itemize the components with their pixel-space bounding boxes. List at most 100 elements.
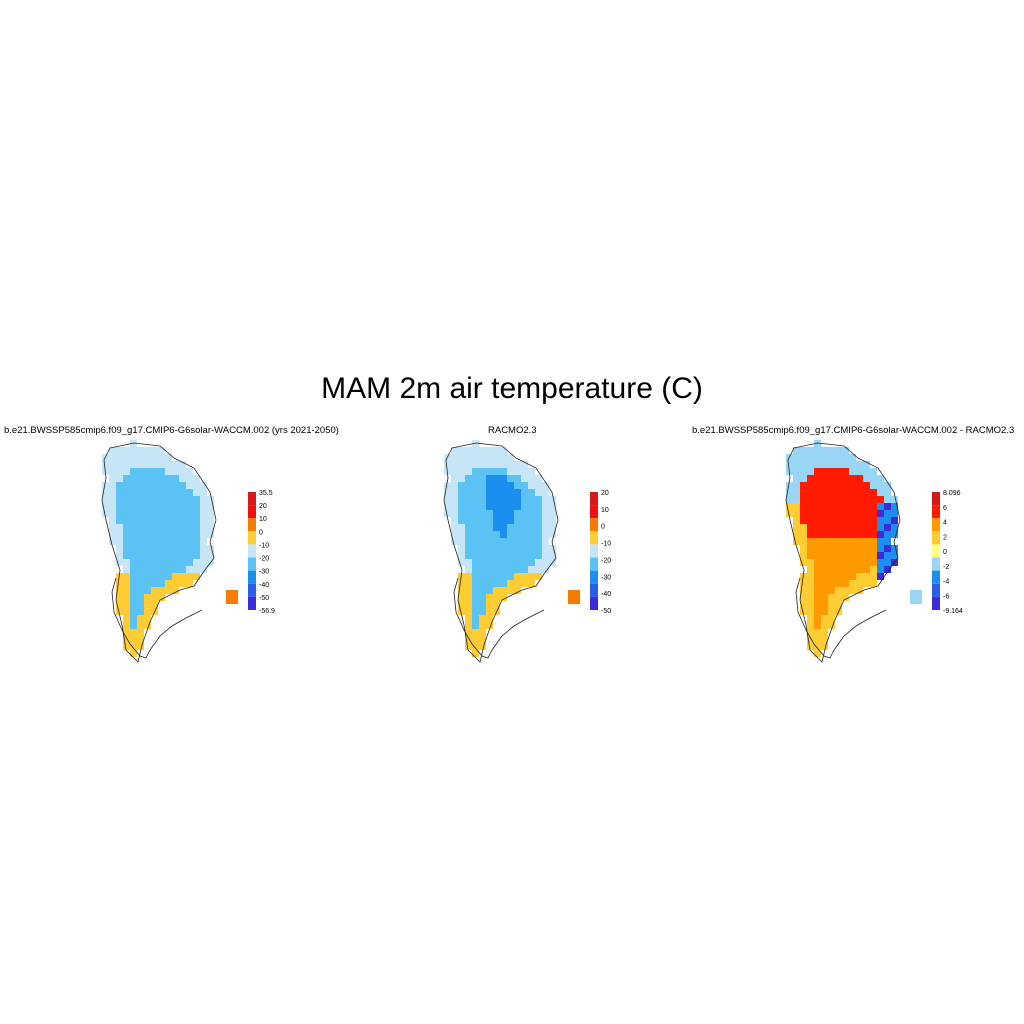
grid-cell: [130, 573, 137, 580]
colorbar-label: -56.9: [259, 608, 275, 615]
grid-cell: [500, 482, 507, 489]
grid-cell: [486, 468, 493, 475]
grid-cell: [165, 531, 172, 538]
grid-cell: [842, 510, 849, 517]
grid-cell: [863, 559, 870, 566]
grid-cell: [207, 531, 214, 538]
grid-cell: [137, 629, 144, 636]
grid-cell: [165, 496, 172, 503]
grid-cell: [842, 587, 849, 594]
grid-cell: [479, 482, 486, 489]
grid-cell: [821, 629, 828, 636]
grid-cell: [144, 608, 151, 615]
grid-cell: [193, 538, 200, 545]
grid-cell: [535, 559, 542, 566]
grid-cell: [870, 538, 877, 545]
grid-cell: [800, 496, 807, 503]
grid-cell: [807, 496, 814, 503]
grid-cell: [200, 566, 207, 573]
grid-cell: [507, 580, 514, 587]
grid-cell: [835, 468, 842, 475]
grid-cell: [186, 573, 193, 580]
grid-cell: [793, 475, 800, 482]
grid-cell: [549, 545, 556, 552]
grid-cell: [814, 510, 821, 517]
grid-cell: [507, 587, 514, 594]
grid-cell: [807, 447, 814, 454]
grid-cell: [130, 447, 137, 454]
grid-cell: [151, 510, 158, 517]
grid-cell: [165, 573, 172, 580]
grid-cell: [479, 573, 486, 580]
grid-cell: [500, 531, 507, 538]
grid-cell: [807, 643, 814, 650]
colorbar-swatch: [248, 531, 256, 545]
grid-cell: [842, 594, 849, 601]
grid-cell: [856, 573, 863, 580]
grid-cell: [884, 510, 891, 517]
grid-cell: [472, 545, 479, 552]
grid-cell: [849, 566, 856, 573]
grid-cell: [884, 524, 891, 531]
grid-cell: [821, 510, 828, 517]
grid-cell: [179, 580, 186, 587]
grid-cell: [877, 517, 884, 524]
grid-cell: [870, 531, 877, 538]
grid-cell: [842, 538, 849, 545]
colorbar-label: 20: [601, 490, 609, 497]
grid-cell: [821, 496, 828, 503]
grid-cell: [500, 594, 507, 601]
colorbar-label: -50: [601, 608, 611, 615]
grid-cell: [123, 524, 130, 531]
grid-cell: [535, 573, 542, 580]
grid-cell: [786, 510, 793, 517]
grid-cell: [479, 587, 486, 594]
grid-cell: [123, 636, 130, 643]
grid-cell: [849, 468, 856, 475]
grid-cell: [207, 552, 214, 559]
grid-cell: [814, 447, 821, 454]
grid-cell: [123, 587, 130, 594]
grid-cell: [842, 566, 849, 573]
grid-cell: [507, 552, 514, 559]
grid-cell: [807, 559, 814, 566]
grid-cell: [877, 510, 884, 517]
grid-cell: [444, 510, 451, 517]
grid-cell: [479, 524, 486, 531]
grid-cell: [542, 566, 549, 573]
grid-cell: [814, 650, 821, 657]
grid-cell: [165, 545, 172, 552]
grid-cell: [800, 559, 807, 566]
grid-cell: [165, 524, 172, 531]
grid-cell: [144, 587, 151, 594]
grid-cell: [870, 566, 877, 573]
grid-cell: [542, 552, 549, 559]
grid-cell: [144, 468, 151, 475]
grid-cell: [528, 475, 535, 482]
grid-cell: [542, 559, 549, 566]
grid-cell: [528, 559, 535, 566]
grid-cell: [856, 475, 863, 482]
grid-cell: [486, 447, 493, 454]
grid-cell: [123, 601, 130, 608]
grid-cell: [109, 489, 116, 496]
colorbar-swatch: [932, 531, 940, 545]
grid-cell: [123, 573, 130, 580]
grid-cell: [863, 503, 870, 510]
grid-cell: [828, 531, 835, 538]
grid-cell: [179, 545, 186, 552]
grid-cell: [158, 468, 165, 475]
grid-cell: [514, 587, 521, 594]
grid-cell: [486, 524, 493, 531]
grid-cell: [472, 552, 479, 559]
grid-cell: [444, 496, 451, 503]
grid-cell: [465, 489, 472, 496]
grid-cell: [807, 601, 814, 608]
grid-cell: [821, 608, 828, 615]
grid-cell: [165, 454, 172, 461]
grid-cell: [479, 552, 486, 559]
grid-cell: [444, 489, 451, 496]
grid-cell: [123, 461, 130, 468]
grid-cell: [786, 461, 793, 468]
